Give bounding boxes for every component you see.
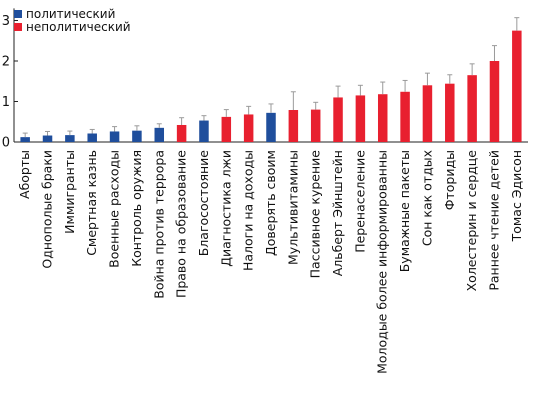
- bar: [512, 30, 522, 142]
- category-label: Налоги на доходы: [241, 150, 256, 271]
- bar: [243, 114, 254, 142]
- bar: [333, 97, 343, 142]
- bar: [87, 133, 97, 142]
- category-label: Бумажные пакеты: [397, 150, 412, 272]
- bar: [445, 83, 455, 142]
- chart-bars: [20, 17, 522, 142]
- category-label: Аборты: [17, 150, 32, 199]
- category-label: Военные расходы: [107, 150, 122, 268]
- bar: [310, 109, 321, 142]
- bar: [266, 112, 276, 142]
- category-label: Смертная казнь: [84, 150, 99, 256]
- bar: [489, 61, 500, 142]
- bar: [42, 135, 53, 142]
- y-tick-label: 0: [2, 136, 10, 151]
- legend-label-nonpolitical: неполитический: [26, 20, 131, 34]
- legend-swatch-political: [14, 10, 22, 18]
- category-label: Война против террора: [151, 150, 166, 299]
- category-label: Холестерин и сердце: [464, 150, 479, 292]
- bar: [288, 110, 299, 142]
- category-label: Право на образование: [174, 150, 189, 298]
- category-label: Диагностика лжи: [218, 150, 233, 267]
- bar: [20, 137, 30, 142]
- category-label: Молодые более информированны: [375, 150, 390, 374]
- bar: [132, 130, 142, 142]
- bar: [377, 94, 388, 142]
- category-label: Иммигранты: [62, 150, 77, 234]
- category-label: Доверять своим: [263, 150, 278, 256]
- bar: [422, 85, 433, 142]
- category-label: Однополые браки: [40, 150, 55, 269]
- bar: [355, 95, 366, 142]
- category-label: Раннее чтение детей: [486, 150, 501, 291]
- category-label: Томас Эдисон: [509, 150, 524, 242]
- chart-legend: политический неполитический: [14, 7, 131, 34]
- category-label: Альберт Эйнштейн: [330, 150, 345, 276]
- category-label: Контроль оружия: [129, 150, 144, 267]
- bar: [154, 127, 165, 142]
- y-tick-label: 2: [2, 55, 10, 70]
- bar: [400, 91, 410, 142]
- y-tick-label: 1: [2, 95, 10, 110]
- legend-swatch-nonpolitical: [14, 23, 22, 31]
- category-label: Благосостояние: [196, 150, 211, 257]
- category-label: Сон как отдых: [419, 150, 434, 246]
- chart-category-labels: Аборты Однополые браки Иммигранты Смертная …: [17, 150, 524, 374]
- bar: [65, 135, 75, 142]
- category-label: Мультивитамины: [285, 150, 300, 265]
- bar: [176, 124, 187, 142]
- category-label: Фториды: [442, 150, 457, 210]
- bar: [467, 75, 477, 142]
- y-tick-label: 3: [2, 14, 10, 29]
- bar: [221, 116, 232, 142]
- bar: [199, 120, 209, 142]
- bar: [109, 131, 120, 142]
- legend-label-political: политический: [26, 7, 115, 21]
- category-label: Пассивное курение: [308, 150, 323, 279]
- category-label: Перенаселение: [352, 150, 367, 253]
